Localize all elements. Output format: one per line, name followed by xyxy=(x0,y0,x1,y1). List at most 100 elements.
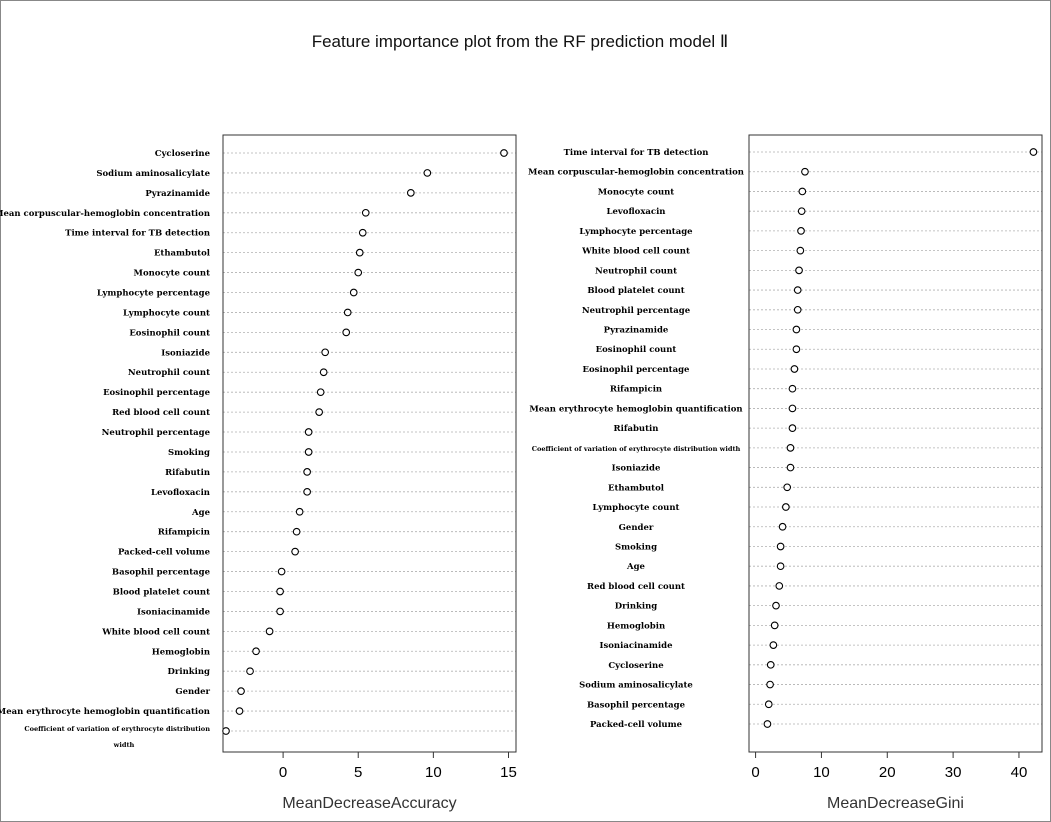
data-point xyxy=(358,228,367,237)
data-point xyxy=(265,627,274,636)
data-point xyxy=(793,286,802,294)
data-point xyxy=(776,562,785,571)
data-point xyxy=(252,647,260,656)
category-label: Smoking xyxy=(168,448,210,458)
x-tick-label: 15 xyxy=(500,764,517,781)
data-point xyxy=(782,503,790,511)
data-point xyxy=(235,707,244,715)
data-point xyxy=(316,388,325,397)
data-point xyxy=(801,167,809,176)
data-point xyxy=(778,522,787,531)
category-label: Red blood cell count xyxy=(112,408,210,418)
data-point xyxy=(792,345,801,354)
category-label: Mean erythrocyte hemoglobin quantificati… xyxy=(0,707,210,717)
category-label: Pyrazinamide xyxy=(145,189,210,199)
category-label: Eosinophil percentage xyxy=(103,388,211,398)
data-point xyxy=(790,365,799,373)
category-label: Gender xyxy=(619,523,654,533)
panel-mean-decrease-gini: Time interval for TB detection Mean corpu… xyxy=(528,134,1043,812)
data-point xyxy=(796,246,805,255)
data-point xyxy=(770,621,779,630)
category-label: Rifabutin xyxy=(614,424,659,434)
panel-mean-decrease-accuracy: Cycloserine Sodium aminosalicylate Pyrazin… xyxy=(0,134,517,812)
data-point xyxy=(361,208,370,217)
category-label: Drinking xyxy=(615,602,658,612)
data-point xyxy=(319,368,328,377)
category-label: Ethambutol xyxy=(608,483,665,493)
category-label: Blood platelet count xyxy=(113,587,210,597)
x-tick-label: 5 xyxy=(354,764,362,781)
category-label: Red blood cell count xyxy=(587,582,685,592)
data-point xyxy=(500,149,508,157)
category-label: Neutrophil count xyxy=(128,368,210,378)
data-point xyxy=(343,308,352,317)
x-tick-label: 20 xyxy=(879,764,896,781)
category-label: Basophil percentage xyxy=(587,700,686,710)
category-label: Smoking xyxy=(615,542,657,552)
category-label: Neutrophil percentage xyxy=(102,428,211,438)
category-label: Eosinophil count xyxy=(129,328,210,338)
x-tick-label: 30 xyxy=(945,764,962,781)
data-point xyxy=(775,582,784,590)
data-point xyxy=(797,227,805,235)
category-label: Eosinophil count xyxy=(596,345,677,355)
data-point xyxy=(291,547,299,556)
data-point xyxy=(349,288,358,297)
data-point xyxy=(766,660,775,669)
chart-title: Feature importance plot from the RF pred… xyxy=(312,32,729,51)
category-label: Age xyxy=(191,508,211,518)
x-tick-label: 10 xyxy=(813,764,830,781)
category-label: Isoniacinamide xyxy=(137,607,211,617)
category-label: Time interval for TB detection xyxy=(564,148,709,158)
data-point xyxy=(406,189,415,197)
data-point xyxy=(776,542,785,551)
data-point xyxy=(797,207,806,216)
data-point xyxy=(237,687,245,695)
category-label: White blood cell count xyxy=(581,247,690,257)
category-label: Sodium aminosalicylate xyxy=(96,169,210,179)
category-label: Age xyxy=(626,562,646,572)
x-axis-label: MeanDecreaseAccuracy xyxy=(282,795,456,812)
data-point xyxy=(798,187,807,196)
category-label: Lymphocyte count xyxy=(593,503,680,513)
data-point xyxy=(222,727,230,735)
data-point xyxy=(277,567,286,576)
data-point xyxy=(769,641,778,649)
x-tick-label: 40 xyxy=(1011,764,1028,781)
category-label: Mean erythrocyte hemoglobin quantificati… xyxy=(529,404,742,414)
data-point xyxy=(795,266,803,275)
data-point xyxy=(321,348,330,357)
category-label: Packed-cell volume xyxy=(590,720,683,730)
category-label: Gender xyxy=(175,687,210,697)
data-point xyxy=(788,384,797,393)
category-label: Hemoglobin xyxy=(152,647,210,657)
category-label: Rifampicin xyxy=(158,528,210,538)
category-label: Rifampicin xyxy=(610,385,662,395)
category-label: Lymphocyte percentage xyxy=(97,289,211,299)
data-point xyxy=(342,328,351,337)
category-label: Neutrophil percentage xyxy=(582,306,691,316)
x-tick-label: 10 xyxy=(425,764,442,781)
x-tick-label: 0 xyxy=(751,764,759,781)
data-point xyxy=(788,404,797,413)
category-label: Basophil percentage xyxy=(112,568,211,578)
data-point xyxy=(786,463,795,472)
category-label: Mean corpuscular-hemoglobin concentratio… xyxy=(528,168,744,178)
category-label: Blood platelet count xyxy=(587,286,684,296)
data-point xyxy=(772,601,780,610)
category-label: Hemoglobin xyxy=(607,621,665,631)
data-point xyxy=(292,527,301,536)
data-point xyxy=(793,305,802,314)
x-axis-label: MeanDecreaseGini xyxy=(827,795,964,812)
data-point xyxy=(304,448,313,456)
category-label: Levofloxacin xyxy=(151,488,210,498)
category-label: Isoniazide xyxy=(161,348,210,358)
data-point xyxy=(354,268,363,277)
category-label: Rifabutin xyxy=(165,468,210,478)
category-label: Eosinophil percentage xyxy=(583,365,691,375)
category-label: Time interval for TB detection xyxy=(65,229,210,239)
data-point xyxy=(786,444,795,452)
category-label: Levofloxacin xyxy=(606,207,665,217)
